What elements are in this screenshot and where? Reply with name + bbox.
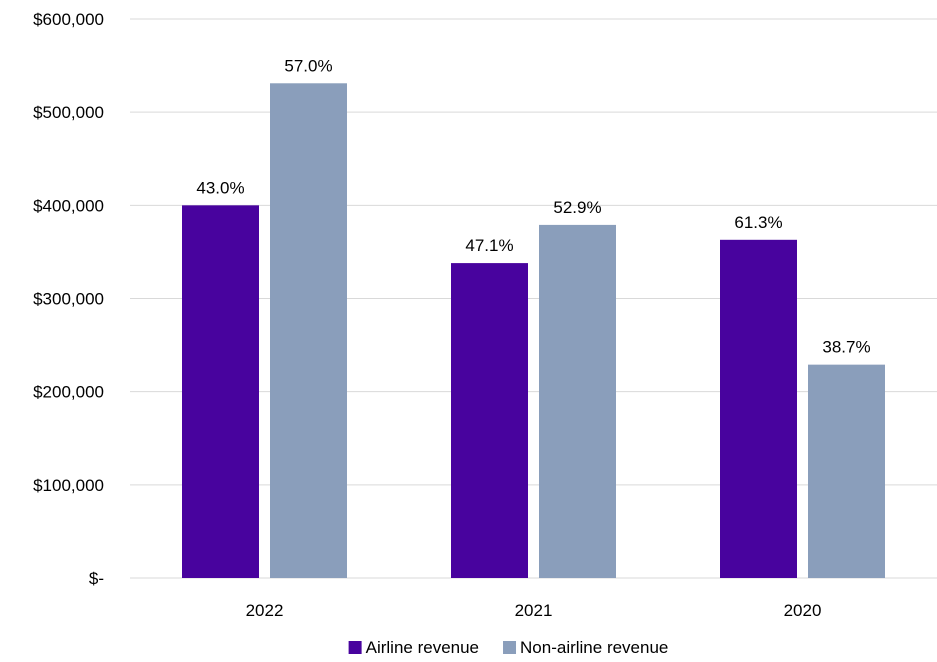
legend-item: Airline revenue (348, 638, 479, 657)
legend-swatch (348, 641, 362, 654)
y-tick-label: $400,000 (33, 196, 104, 215)
data-labels: 43.0% 57.0% 47.1% 52.9% 61.3% 38.7% (196, 56, 870, 356)
bar-non-airline-revenue-2020 (808, 364, 885, 578)
x-category-label: 2022 (246, 601, 284, 620)
y-tick-label: $300,000 (33, 290, 104, 309)
legend-label: Non-airline revenue (520, 638, 668, 657)
legend-item: Non-airline revenue (503, 638, 668, 657)
bars (182, 83, 885, 579)
legend-label: Airline revenue (366, 638, 479, 657)
data-label: 38.7% (822, 338, 870, 357)
data-label: 52.9% (553, 198, 601, 217)
bar-non-airline-revenue-2022 (270, 83, 347, 578)
legend-swatch (503, 641, 517, 654)
legend: Airline revenue Non-airline revenue (348, 638, 668, 657)
x-category-label: 2021 (515, 601, 553, 620)
data-label: 57.0% (284, 56, 332, 75)
y-tick-label: $- (89, 569, 104, 588)
bar-airline-revenue-2022 (182, 205, 259, 579)
gridlines (130, 18, 937, 579)
y-axis-tick-labels: $- $100,000 $200,000 $300,000 $400,000 $500,0… (33, 10, 104, 588)
y-tick-label: $600,000 (33, 10, 104, 29)
data-label: 47.1% (465, 236, 513, 255)
y-tick-label: $200,000 (33, 383, 104, 402)
bar-airline-revenue-2020 (720, 239, 797, 578)
x-category-label: 2020 (784, 601, 822, 620)
data-label: 61.3% (734, 213, 782, 232)
bar-airline-revenue-2021 (451, 263, 528, 578)
data-label: 43.0% (196, 178, 244, 197)
x-axis-category-labels: 2022 2021 2020 (246, 601, 822, 620)
y-tick-label: $100,000 (33, 476, 104, 495)
bar-non-airline-revenue-2021 (539, 224, 616, 579)
y-tick-label: $500,000 (33, 103, 104, 122)
